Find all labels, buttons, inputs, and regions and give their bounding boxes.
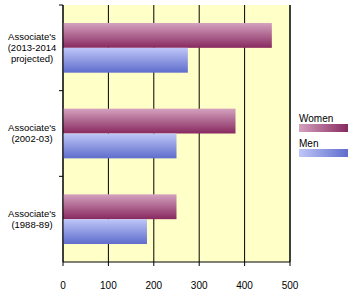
y-axis	[63, 5, 64, 262]
tick-label: 400	[236, 280, 253, 291]
label-line: (1988-89)	[11, 219, 52, 230]
bar	[63, 23, 272, 48]
tick-mark	[290, 262, 291, 266]
bar	[63, 48, 188, 73]
category-label: Associate's(1988-89)	[8, 208, 56, 230]
plot-area	[63, 5, 290, 262]
legend-label: Men	[299, 138, 318, 149]
category-label: Associate's(2013-2014projected)	[8, 31, 57, 64]
grid-line	[63, 5, 64, 262]
grid-line	[290, 5, 291, 262]
tick-mark	[244, 262, 245, 266]
tick-mark	[199, 262, 200, 266]
bar	[63, 134, 177, 159]
tick-mark	[153, 262, 154, 266]
tick-mark	[63, 262, 64, 266]
label-line: Associate's	[8, 208, 56, 219]
tick-label: 500	[282, 280, 299, 291]
tick-mark	[108, 262, 109, 266]
tick-label: 0	[60, 280, 66, 291]
tick-label: 100	[100, 280, 117, 291]
category-tick	[59, 90, 63, 91]
legend-swatch	[299, 124, 348, 132]
legend-label: Women	[299, 113, 333, 124]
bar	[63, 219, 147, 244]
label-line: Associate's	[8, 31, 56, 42]
bar	[63, 194, 177, 219]
label-line: (2002-03)	[11, 133, 52, 144]
tick-label: 300	[191, 280, 208, 291]
legend-swatch	[299, 149, 348, 157]
category-tick	[59, 176, 63, 177]
label-line: projected)	[11, 53, 53, 64]
x-axis	[63, 262, 290, 263]
chart: 0100200300400500Associate's(1988-89)Asso…	[0, 0, 355, 302]
plot-frame	[290, 5, 291, 262]
bar	[63, 109, 236, 134]
label-line: Associate's	[8, 122, 56, 133]
tick-label: 200	[145, 280, 162, 291]
category-label: Associate's(2002-03)	[8, 122, 56, 144]
category-tick	[59, 5, 63, 6]
label-line: (2013-2014	[8, 42, 57, 53]
